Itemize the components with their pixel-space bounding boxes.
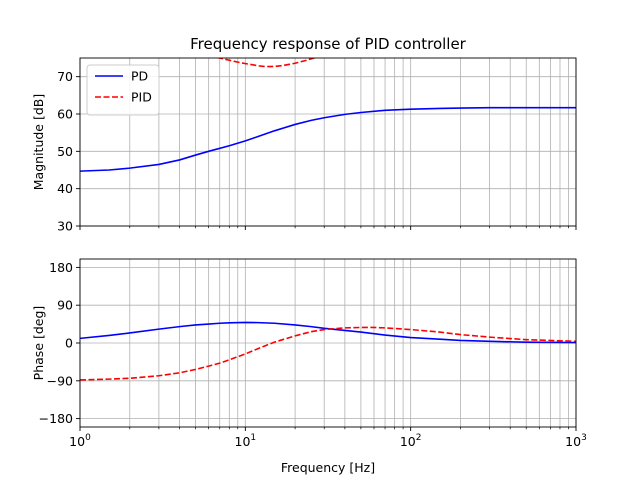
- y-tick-label: 0: [65, 336, 73, 351]
- x-tick-label: 103: [565, 433, 587, 449]
- legend: PD PID: [86, 64, 160, 116]
- y-tick-label: 30: [57, 219, 73, 234]
- legend-label-pid: PID: [131, 90, 152, 105]
- y-tick-label: 50: [57, 144, 73, 159]
- panel-phase: −180 −90 0 90 180 Phase [deg]: [31, 258, 577, 431]
- x-tick-label: 100: [69, 433, 91, 449]
- x-tick-label: 102: [400, 433, 422, 449]
- y-tick-label: 60: [57, 107, 73, 122]
- x-tick-label-base: 10: [400, 434, 416, 449]
- x-tick-label-exponent: 2: [416, 433, 422, 443]
- x-tick-label-exponent: 1: [250, 433, 256, 443]
- axes-frame: [79, 57, 577, 227]
- y-tick-label: 40: [57, 181, 73, 196]
- y-tick-label: 90: [57, 298, 73, 313]
- x-tick-label: 101: [235, 433, 257, 449]
- x-tick-label-base: 10: [565, 434, 581, 449]
- x-axis-label: Frequency [Hz]: [281, 460, 375, 475]
- series-pid-magnitude-line: [214, 58, 318, 68]
- x-tick-label-base: 10: [235, 434, 251, 449]
- y-axis-label: Magnitude [dB]: [31, 94, 46, 190]
- series-pid-phase-line: [80, 326, 576, 381]
- x-tick-label-exponent: 0: [85, 433, 91, 443]
- x-tick-label-base: 10: [69, 434, 85, 449]
- y-tick-label: −180: [39, 411, 73, 426]
- x-tick-label-exponent: 3: [581, 433, 587, 443]
- chart-title: Frequency response of PID controller: [190, 35, 467, 53]
- legend-label-pd: PD: [131, 69, 148, 84]
- series-pd-magnitude-line: [80, 106, 576, 172]
- legend-box: [86, 64, 160, 116]
- y-axis-label: Phase [deg]: [31, 306, 46, 381]
- y-tick-label: 70: [57, 69, 73, 84]
- y-tick-label: 180: [49, 260, 73, 275]
- y-tick-label: −90: [47, 373, 73, 388]
- panel-magnitude: 30 40 50 60 70 Magnitude [dB]: [31, 57, 577, 234]
- series-pd-phase-line: [80, 321, 576, 344]
